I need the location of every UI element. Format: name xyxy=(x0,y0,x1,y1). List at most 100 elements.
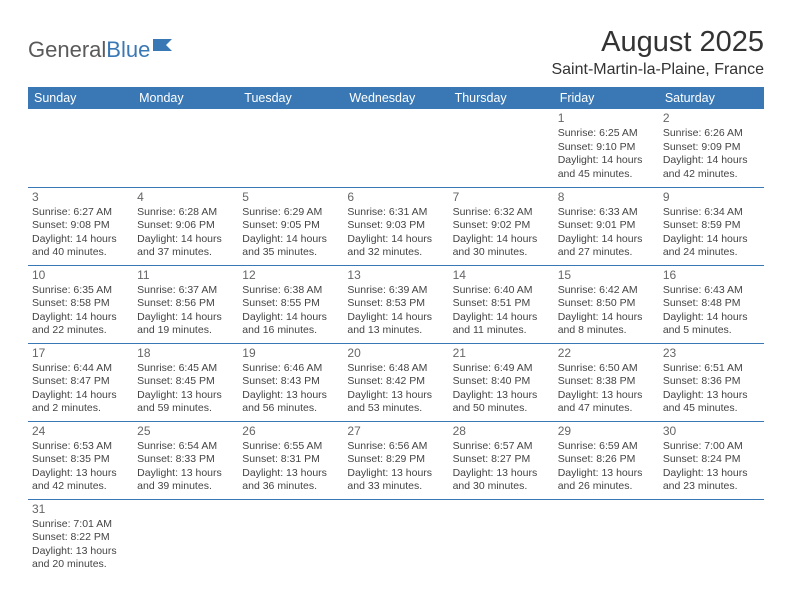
day-daylight: Daylight: 14 hours and 22 minutes. xyxy=(32,311,129,338)
day-sunset: Sunset: 8:24 PM xyxy=(663,453,760,466)
day-sunset: Sunset: 8:38 PM xyxy=(558,375,655,388)
day-sunrise: Sunrise: 6:45 AM xyxy=(137,362,234,375)
day-number: 22 xyxy=(558,346,655,361)
day-sunrise: Sunrise: 6:51 AM xyxy=(663,362,760,375)
calendar-cell: 7Sunrise: 6:32 AMSunset: 9:02 PMDaylight… xyxy=(449,187,554,265)
day-sunset: Sunset: 9:06 PM xyxy=(137,219,234,232)
day-number: 6 xyxy=(347,190,444,205)
logo-word2: Blue xyxy=(106,37,150,63)
calendar-cell: 5Sunrise: 6:29 AMSunset: 9:05 PMDaylight… xyxy=(238,187,343,265)
day-sunrise: Sunrise: 6:39 AM xyxy=(347,284,444,297)
day-number: 5 xyxy=(242,190,339,205)
day-sunset: Sunset: 8:48 PM xyxy=(663,297,760,310)
day-daylight: Daylight: 13 hours and 47 minutes. xyxy=(558,389,655,416)
calendar-cell xyxy=(659,499,764,577)
day-sunset: Sunset: 9:05 PM xyxy=(242,219,339,232)
day-daylight: Daylight: 14 hours and 8 minutes. xyxy=(558,311,655,338)
day-number: 20 xyxy=(347,346,444,361)
calendar-cell: 27Sunrise: 6:56 AMSunset: 8:29 PMDayligh… xyxy=(343,421,448,499)
day-sunrise: Sunrise: 6:34 AM xyxy=(663,206,760,219)
day-sunset: Sunset: 8:43 PM xyxy=(242,375,339,388)
day-daylight: Daylight: 13 hours and 33 minutes. xyxy=(347,467,444,494)
day-daylight: Daylight: 14 hours and 35 minutes. xyxy=(242,233,339,260)
day-sunrise: Sunrise: 6:33 AM xyxy=(558,206,655,219)
calendar-cell: 31Sunrise: 7:01 AMSunset: 8:22 PMDayligh… xyxy=(28,499,133,577)
day-sunrise: Sunrise: 6:59 AM xyxy=(558,440,655,453)
day-number: 27 xyxy=(347,424,444,439)
day-daylight: Daylight: 14 hours and 5 minutes. xyxy=(663,311,760,338)
day-number: 17 xyxy=(32,346,129,361)
day-number: 3 xyxy=(32,190,129,205)
day-daylight: Daylight: 13 hours and 26 minutes. xyxy=(558,467,655,494)
day-daylight: Daylight: 14 hours and 42 minutes. xyxy=(663,154,760,181)
day-sunset: Sunset: 9:01 PM xyxy=(558,219,655,232)
day-number: 26 xyxy=(242,424,339,439)
calendar-cell: 19Sunrise: 6:46 AMSunset: 8:43 PMDayligh… xyxy=(238,343,343,421)
calendar-cell: 6Sunrise: 6:31 AMSunset: 9:03 PMDaylight… xyxy=(343,187,448,265)
day-number: 31 xyxy=(32,502,129,517)
day-sunset: Sunset: 8:51 PM xyxy=(453,297,550,310)
calendar-cell: 20Sunrise: 6:48 AMSunset: 8:42 PMDayligh… xyxy=(343,343,448,421)
day-sunrise: Sunrise: 6:56 AM xyxy=(347,440,444,453)
calendar-cell: 9Sunrise: 6:34 AMSunset: 8:59 PMDaylight… xyxy=(659,187,764,265)
day-daylight: Daylight: 14 hours and 40 minutes. xyxy=(32,233,129,260)
day-daylight: Daylight: 13 hours and 20 minutes. xyxy=(32,545,129,572)
calendar-cell xyxy=(28,109,133,187)
day-sunset: Sunset: 9:03 PM xyxy=(347,219,444,232)
calendar-cell: 10Sunrise: 6:35 AMSunset: 8:58 PMDayligh… xyxy=(28,265,133,343)
day-daylight: Daylight: 14 hours and 45 minutes. xyxy=(558,154,655,181)
day-sunset: Sunset: 9:02 PM xyxy=(453,219,550,232)
calendar-cell: 26Sunrise: 6:55 AMSunset: 8:31 PMDayligh… xyxy=(238,421,343,499)
day-daylight: Daylight: 13 hours and 42 minutes. xyxy=(32,467,129,494)
day-number: 1 xyxy=(558,111,655,126)
day-sunrise: Sunrise: 6:37 AM xyxy=(137,284,234,297)
calendar-cell: 21Sunrise: 6:49 AMSunset: 8:40 PMDayligh… xyxy=(449,343,554,421)
calendar-cell: 12Sunrise: 6:38 AMSunset: 8:55 PMDayligh… xyxy=(238,265,343,343)
day-number: 16 xyxy=(663,268,760,283)
day-number: 12 xyxy=(242,268,339,283)
calendar-cell xyxy=(133,109,238,187)
day-sunset: Sunset: 8:59 PM xyxy=(663,219,760,232)
day-sunset: Sunset: 8:40 PM xyxy=(453,375,550,388)
day-sunrise: Sunrise: 6:29 AM xyxy=(242,206,339,219)
day-daylight: Daylight: 13 hours and 53 minutes. xyxy=(347,389,444,416)
day-number: 28 xyxy=(453,424,550,439)
calendar-cell: 28Sunrise: 6:57 AMSunset: 8:27 PMDayligh… xyxy=(449,421,554,499)
day-number: 4 xyxy=(137,190,234,205)
day-daylight: Daylight: 13 hours and 30 minutes. xyxy=(453,467,550,494)
day-number: 8 xyxy=(558,190,655,205)
calendar-cell: 13Sunrise: 6:39 AMSunset: 8:53 PMDayligh… xyxy=(343,265,448,343)
day-sunset: Sunset: 8:56 PM xyxy=(137,297,234,310)
day-daylight: Daylight: 13 hours and 56 minutes. xyxy=(242,389,339,416)
day-number: 19 xyxy=(242,346,339,361)
day-sunset: Sunset: 8:42 PM xyxy=(347,375,444,388)
day-daylight: Daylight: 14 hours and 13 minutes. xyxy=(347,311,444,338)
day-daylight: Daylight: 14 hours and 37 minutes. xyxy=(137,233,234,260)
calendar-cell: 15Sunrise: 6:42 AMSunset: 8:50 PMDayligh… xyxy=(554,265,659,343)
calendar-cell xyxy=(449,499,554,577)
calendar-cell: 4Sunrise: 6:28 AMSunset: 9:06 PMDaylight… xyxy=(133,187,238,265)
day-sunrise: Sunrise: 6:27 AM xyxy=(32,206,129,219)
day-sunrise: Sunrise: 6:35 AM xyxy=(32,284,129,297)
day-daylight: Daylight: 14 hours and 27 minutes. xyxy=(558,233,655,260)
day-sunrise: Sunrise: 6:54 AM xyxy=(137,440,234,453)
calendar-cell xyxy=(343,499,448,577)
calendar-cell: 29Sunrise: 6:59 AMSunset: 8:26 PMDayligh… xyxy=(554,421,659,499)
day-sunrise: Sunrise: 6:25 AM xyxy=(558,127,655,140)
day-number: 10 xyxy=(32,268,129,283)
day-daylight: Daylight: 13 hours and 36 minutes. xyxy=(242,467,339,494)
day-header: Friday xyxy=(554,87,659,109)
calendar-cell: 22Sunrise: 6:50 AMSunset: 8:38 PMDayligh… xyxy=(554,343,659,421)
calendar-cell: 11Sunrise: 6:37 AMSunset: 8:56 PMDayligh… xyxy=(133,265,238,343)
calendar-cell xyxy=(133,499,238,577)
calendar-cell: 16Sunrise: 6:43 AMSunset: 8:48 PMDayligh… xyxy=(659,265,764,343)
day-daylight: Daylight: 14 hours and 16 minutes. xyxy=(242,311,339,338)
day-daylight: Daylight: 14 hours and 11 minutes. xyxy=(453,311,550,338)
day-number: 30 xyxy=(663,424,760,439)
day-sunset: Sunset: 8:36 PM xyxy=(663,375,760,388)
calendar-table: SundayMondayTuesdayWednesdayThursdayFrid… xyxy=(28,87,764,577)
day-number: 9 xyxy=(663,190,760,205)
day-number: 7 xyxy=(453,190,550,205)
day-daylight: Daylight: 14 hours and 19 minutes. xyxy=(137,311,234,338)
calendar-cell xyxy=(449,109,554,187)
